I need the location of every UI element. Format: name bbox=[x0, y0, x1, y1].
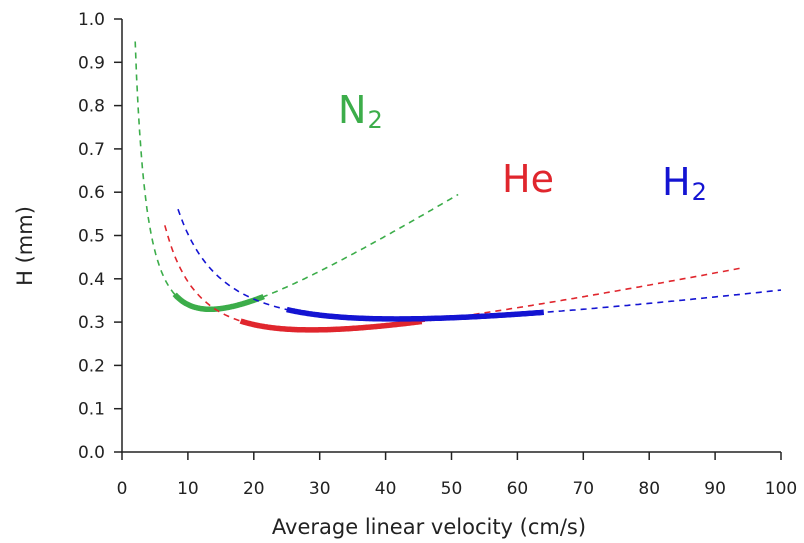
series-label-he-main: He bbox=[502, 157, 554, 201]
x-tick-label-80: 80 bbox=[638, 479, 660, 499]
he-optimal-curve bbox=[239, 318, 423, 333]
y-tick-label-1.0: 1.0 bbox=[78, 10, 105, 30]
y-tick-label-0.1: 0.1 bbox=[78, 400, 105, 420]
y-tick-label-0.7: 0.7 bbox=[78, 140, 105, 160]
h2-dashed-curve bbox=[177, 208, 782, 320]
x-tick-label-50: 50 bbox=[441, 479, 463, 499]
y-axis-title: H (mm) bbox=[13, 206, 37, 286]
x-tick-label-60: 60 bbox=[507, 479, 529, 499]
y-tick-label-0.0: 0.0 bbox=[78, 443, 105, 463]
n2-dashed-curve bbox=[134, 41, 459, 311]
series-label-n2-main: N bbox=[338, 88, 366, 132]
y-tick-label-0.6: 0.6 bbox=[78, 183, 105, 203]
axes-group bbox=[121, 19, 781, 453]
y-tick-label-0.9: 0.9 bbox=[78, 53, 105, 73]
series-label-h2: H2 bbox=[662, 160, 707, 206]
x-tick-label-100: 100 bbox=[765, 479, 797, 499]
x-tick-label-10: 10 bbox=[177, 479, 199, 499]
x-tick-label-90: 90 bbox=[704, 479, 726, 499]
series-label-h2-subscript: 2 bbox=[692, 178, 707, 206]
series-label-h2-main: H bbox=[662, 160, 691, 204]
x-tick-label-20: 20 bbox=[243, 479, 265, 499]
x-tick-label-0: 0 bbox=[117, 479, 128, 499]
y-tick-label-0.4: 0.4 bbox=[78, 270, 105, 290]
series-label-he: He bbox=[502, 157, 554, 201]
y-tick-label-0.5: 0.5 bbox=[78, 227, 105, 247]
y-tick-label-0.2: 0.2 bbox=[78, 356, 105, 376]
y-tick-label-0.8: 0.8 bbox=[78, 97, 105, 117]
curves-group bbox=[134, 41, 782, 333]
h2-optimal-curve bbox=[286, 306, 545, 322]
x-axis-title: Average linear velocity (cm/s) bbox=[272, 515, 586, 539]
he-dashed-curve bbox=[164, 225, 742, 331]
x-tick-label-30: 30 bbox=[309, 479, 331, 499]
n2-optimal-curve bbox=[172, 292, 265, 313]
y-tick-label-0.3: 0.3 bbox=[78, 313, 105, 333]
ticks-group: 0 10 20 30 40 50 60 70 80 90 100 0.0 0.1 0.2 0.3 0.4 0.5… bbox=[78, 10, 797, 499]
x-tick-label-40: 40 bbox=[375, 479, 397, 499]
x-tick-label-70: 70 bbox=[572, 479, 594, 499]
series-label-n2-subscript: 2 bbox=[367, 106, 382, 134]
series-label-n2: N2 bbox=[338, 88, 383, 134]
